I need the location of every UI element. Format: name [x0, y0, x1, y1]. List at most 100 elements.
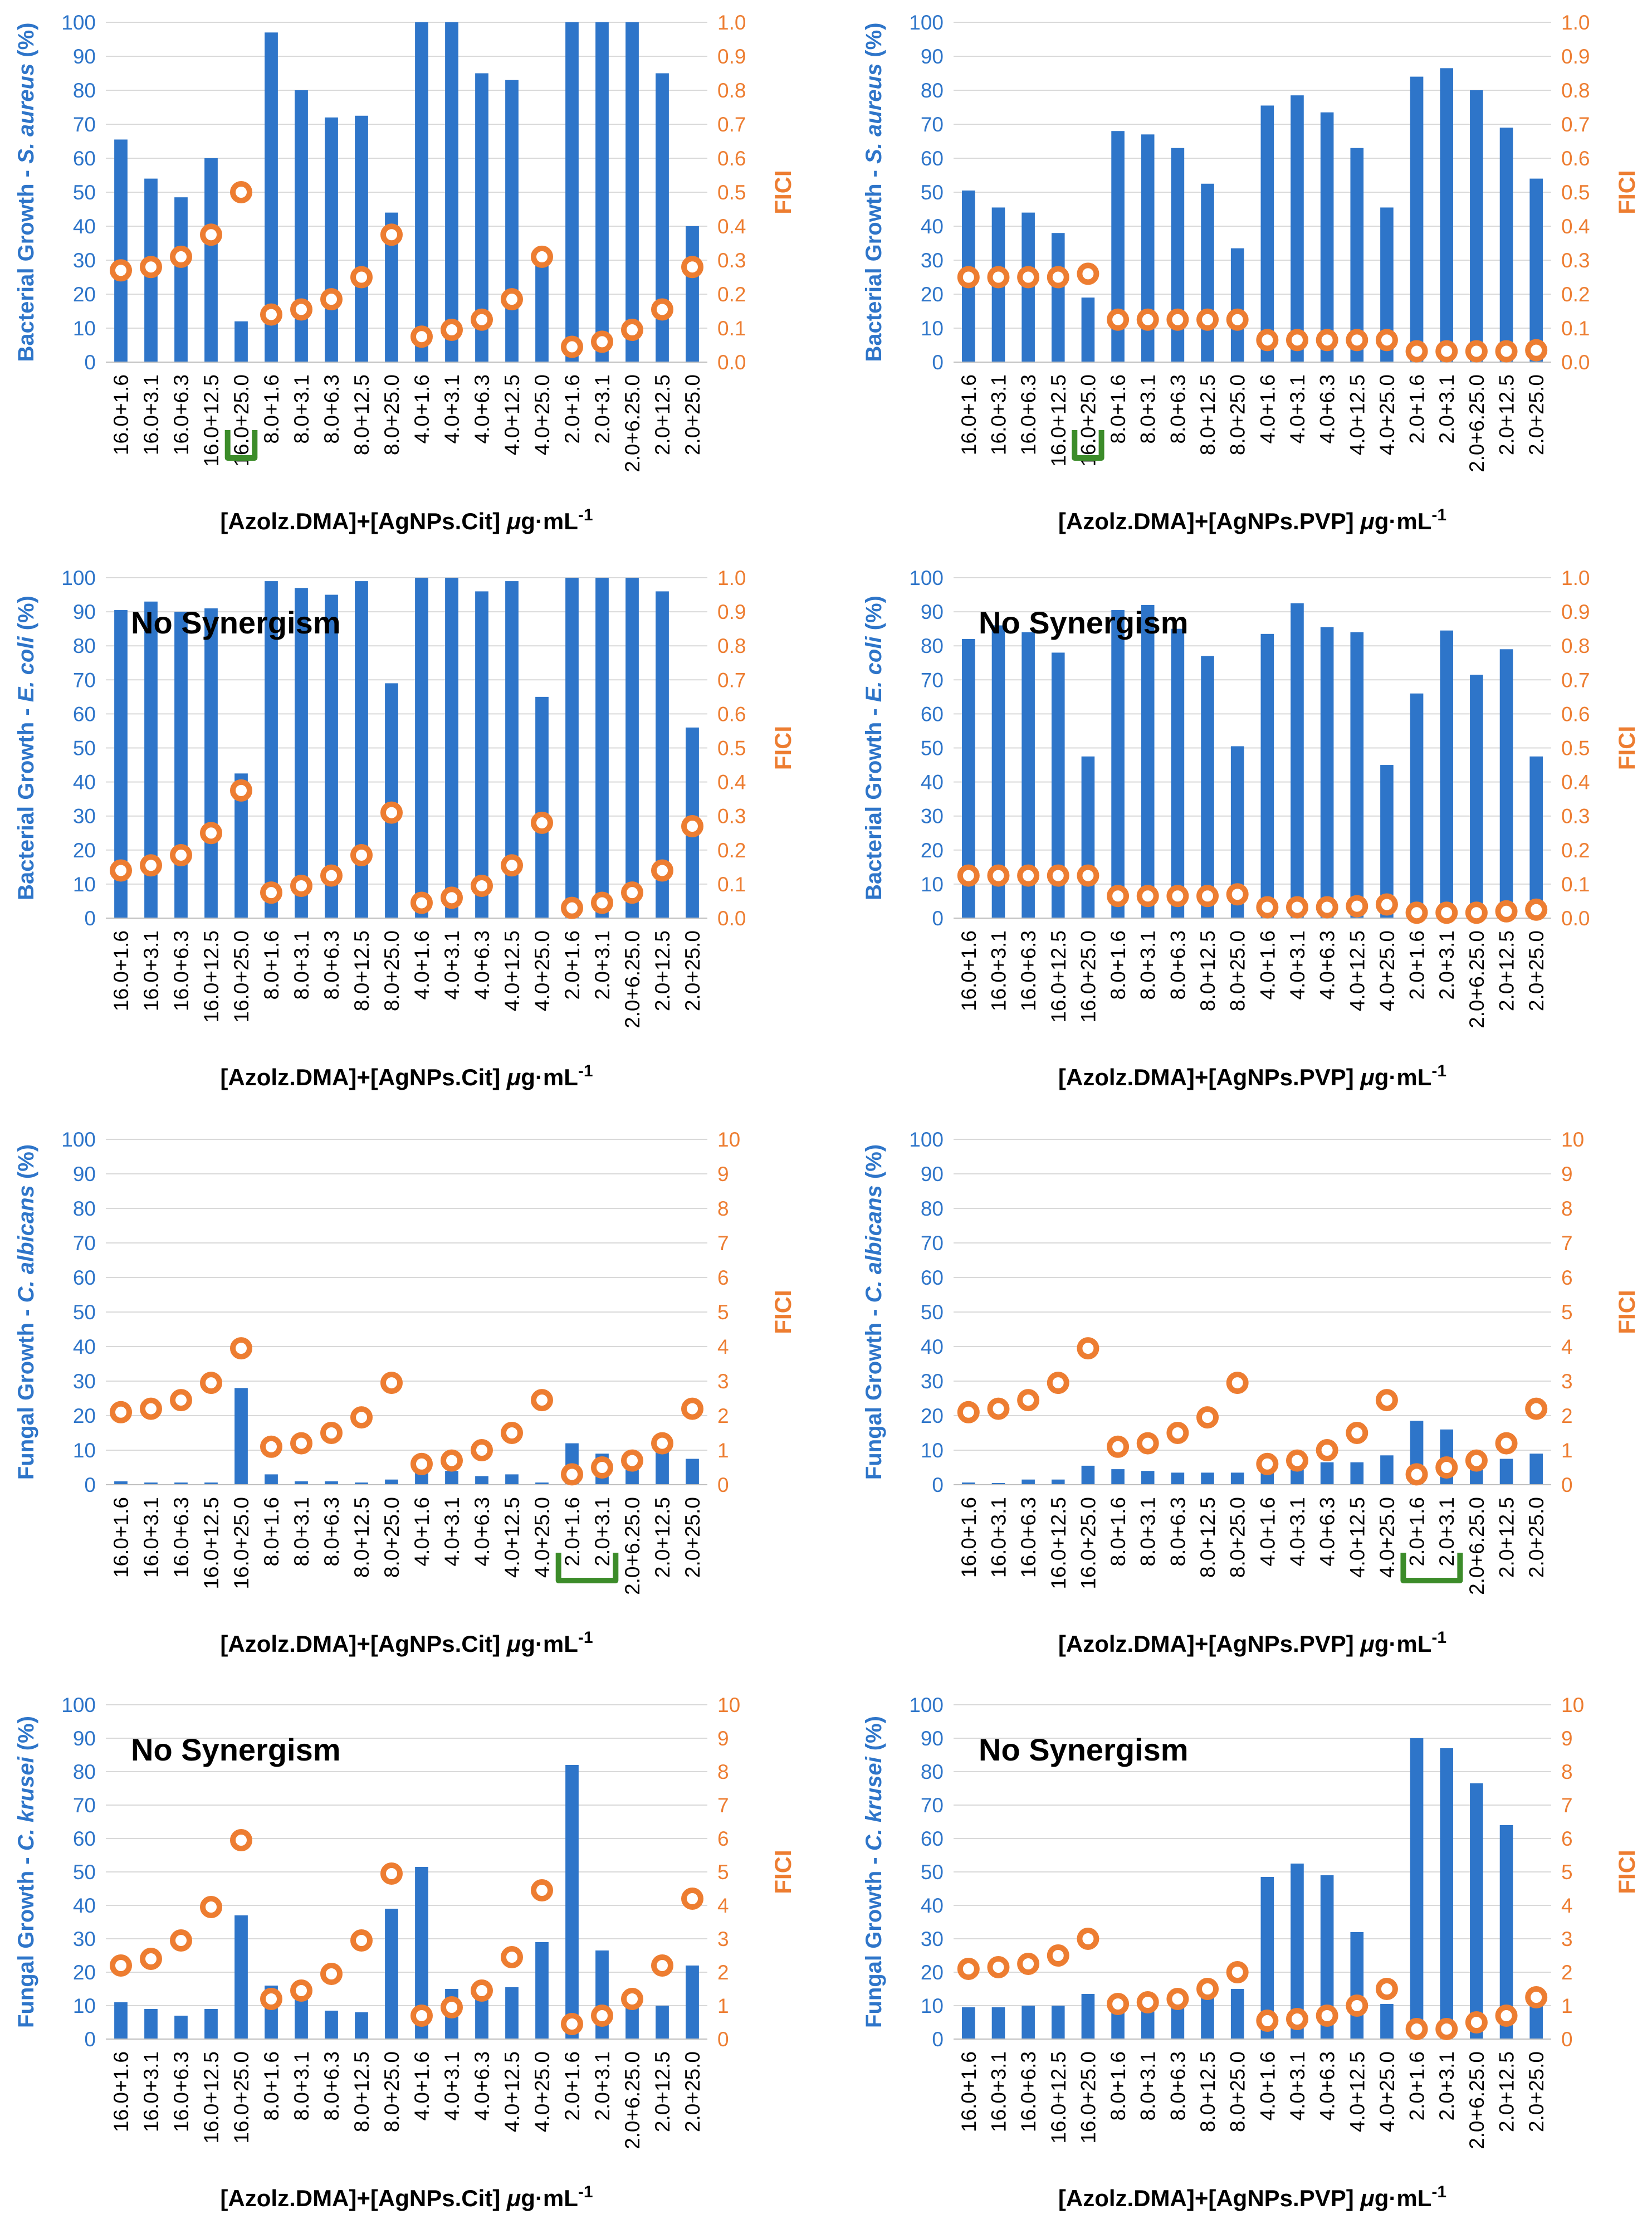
x-tick-label: 2.0+25.0: [1525, 2051, 1548, 2132]
y-tick-label: 100: [61, 567, 96, 589]
y-tick-label: 0: [932, 351, 944, 374]
fici-marker: [1495, 340, 1518, 363]
fici-marker: [1256, 896, 1279, 919]
x-tick-label: 16.0+25.0: [230, 2051, 253, 2144]
growth-bar: [535, 1942, 549, 2039]
x-tick-label: 8.0+12.5: [1196, 930, 1219, 1011]
x-tick-label: 2.0+6.25.0: [1465, 374, 1488, 472]
fici-marker: [320, 1422, 343, 1444]
fici-marker: [170, 1389, 192, 1412]
y2-tick-label: 7: [1561, 1232, 1573, 1255]
fici-marker: [1107, 1435, 1130, 1458]
x-axis-title-unit: g·mL: [521, 2185, 578, 2211]
fici-marker: [1017, 1389, 1040, 1412]
x-tick-label: 2.0+3.1: [591, 2051, 614, 2120]
x-axis-title: [Azolz.DMA]+[AgNPs.PVP] μg·mL-1: [1058, 506, 1446, 534]
fici-marker: [561, 335, 583, 358]
x-axis-title-mu: μ: [1360, 1631, 1374, 1657]
y2-tick-label: 0.3: [1561, 805, 1590, 828]
fici-marker: [290, 1432, 312, 1455]
y2-axis-title: FICI: [770, 1850, 796, 1894]
x-axis-title-mu: μ: [1360, 2185, 1374, 2211]
growth-bar: [355, 2012, 368, 2039]
x-tick-label: 2.0+12.5: [1495, 374, 1518, 455]
y-tick-label: 60: [73, 703, 96, 725]
fici-marker: [260, 1435, 282, 1458]
y-tick-label: 0: [932, 1474, 944, 1496]
y-axis-title-suffix: (%): [862, 1716, 886, 1757]
y2-tick-label: 8: [717, 1761, 729, 1783]
fici-marker: [1316, 1439, 1338, 1461]
fici-marker: [621, 1449, 643, 1472]
x-tick-label: 4.0+12.5: [1346, 930, 1368, 1011]
y-axis-title-organism: E. coli: [862, 636, 886, 703]
y2-tick-label: 0.2: [1561, 839, 1590, 862]
x-axis-title: [Azolz.DMA]+[AgNPs.PVP] μg·mL-1: [1058, 1628, 1446, 1657]
fici-marker: [621, 1988, 643, 2010]
y2-tick-label: 0.6: [717, 147, 746, 170]
fici-marker: [987, 1956, 1010, 1978]
growth-bar: [174, 197, 188, 362]
x-axis-title-np: PVP: [1299, 1631, 1346, 1657]
growth-bar: [204, 1482, 218, 1485]
y2-tick-label: 0.6: [1561, 703, 1590, 725]
y-axis-title-prefix: Bacterial Growth -: [14, 164, 38, 362]
y-axis-title-prefix: Fungal Growth -: [862, 1851, 886, 2028]
growth-bar: [144, 2009, 158, 2039]
y2-axis-title: FICI: [1614, 1290, 1640, 1334]
y-tick-label: 100: [909, 1694, 944, 1716]
y2-tick-label: 0.0: [717, 907, 746, 930]
x-tick-label: 2.0+1.6: [561, 1497, 584, 1566]
x-tick-label: 8.0+3.1: [1137, 1497, 1160, 1566]
fici-marker: [1196, 308, 1219, 331]
x-tick-label: 8.0+1.6: [260, 2051, 283, 2120]
x-tick-label: 2.0+25.0: [1525, 374, 1548, 455]
y-axis-title-suffix: (%): [14, 1716, 38, 1757]
y-tick-label: 30: [921, 1370, 944, 1393]
x-axis-title-exp: -1: [578, 506, 593, 524]
growth-bar: [1529, 178, 1543, 362]
growth-bar: [415, 1867, 428, 2039]
y-tick-label: 20: [921, 1961, 944, 1984]
fici-marker: [350, 1929, 373, 1952]
y2-tick-label: 10: [717, 1128, 740, 1151]
growth-bar: [1171, 2001, 1185, 2039]
y2-tick-label: 1.0: [1561, 11, 1590, 34]
y2-tick-label: 0.2: [717, 839, 746, 862]
x-axis-title-unit: g·mL: [521, 1631, 578, 1657]
x-tick-label: 16.0+1.6: [110, 1497, 133, 1578]
fici-marker: [1017, 1953, 1040, 1975]
fici-marker: [1047, 1372, 1069, 1394]
growth-bar: [1081, 298, 1095, 362]
y-axis-title-prefix: Fungal Growth -: [14, 1851, 38, 2028]
growth-bar: [415, 578, 428, 918]
fici-marker: [1346, 1994, 1368, 2017]
y-tick-label: 0: [84, 351, 96, 374]
fici-marker: [1375, 893, 1398, 916]
fici-marker: [1077, 1337, 1099, 1360]
y2-tick-label: 9: [1561, 1727, 1573, 1750]
y-tick-label: 70: [73, 1232, 96, 1255]
x-tick-label: 2.0+3.1: [591, 1497, 614, 1566]
fici-marker: [1346, 1422, 1368, 1444]
y2-tick-label: 4: [717, 1894, 729, 1917]
y-axis-title-suffix: (%): [14, 596, 38, 636]
x-tick-label: 2.0+25.0: [1525, 930, 1548, 1011]
y-tick-label: 20: [73, 1961, 96, 1984]
x-axis-title-exp: -1: [1431, 1628, 1446, 1647]
x-tick-label: 4.0+3.1: [1286, 1497, 1309, 1566]
x-tick-label: 8.0+12.5: [350, 1497, 373, 1578]
x-tick-label: 16.0+3.1: [140, 930, 163, 1011]
y-tick-label: 70: [921, 1794, 944, 1817]
x-axis-title-unit: g·mL: [1375, 1631, 1432, 1657]
y2-tick-label: 9: [1561, 1163, 1573, 1186]
y2-tick-label: 2: [717, 1405, 729, 1427]
growth-bar: [1171, 1472, 1185, 1485]
growth-bar: [565, 22, 579, 362]
y-tick-label: 100: [61, 1694, 96, 1716]
y2-tick-label: 3: [1561, 1928, 1573, 1950]
fici-marker: [441, 319, 463, 342]
growth-bar: [265, 32, 278, 363]
fici-marker: [681, 1397, 703, 1420]
growth-bar: [295, 1481, 308, 1485]
